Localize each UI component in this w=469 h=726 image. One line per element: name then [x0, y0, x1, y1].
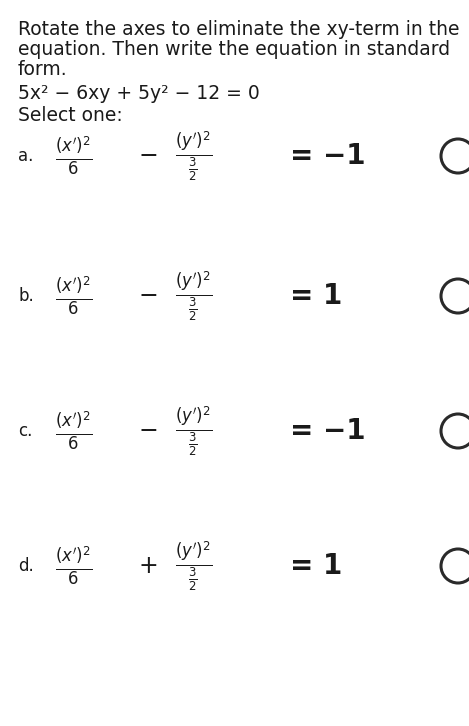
Text: −: − [138, 284, 158, 308]
Text: form.: form. [18, 60, 68, 79]
Text: $\frac{(y')^2}{\frac{3}{2}}$: $\frac{(y')^2}{\frac{3}{2}}$ [175, 269, 212, 323]
Text: c.: c. [18, 422, 32, 440]
Text: = −1: = −1 [290, 142, 365, 170]
Text: 5x² − 6xy + 5y² − 12 = 0: 5x² − 6xy + 5y² − 12 = 0 [18, 84, 260, 103]
Text: = 1: = 1 [290, 552, 342, 580]
Text: $\frac{(y')^2}{\frac{3}{2}}$: $\frac{(y')^2}{\frac{3}{2}}$ [175, 129, 212, 183]
Text: $\frac{(x')^2}{6}$: $\frac{(x')^2}{6}$ [55, 409, 92, 452]
Text: = −1: = −1 [290, 417, 365, 445]
Text: +: + [138, 554, 158, 578]
Text: Select one:: Select one: [18, 106, 123, 125]
Text: $\frac{(y')^2}{\frac{3}{2}}$: $\frac{(y')^2}{\frac{3}{2}}$ [175, 539, 212, 593]
Text: d.: d. [18, 557, 34, 575]
Text: equation. Then write the equation in standard: equation. Then write the equation in sta… [18, 40, 450, 59]
Text: = 1: = 1 [290, 282, 342, 310]
Text: $\frac{(x')^2}{6}$: $\frac{(x')^2}{6}$ [55, 134, 92, 177]
Text: Rotate the axes to eliminate the xy-term in the: Rotate the axes to eliminate the xy-term… [18, 20, 460, 39]
Text: −: − [138, 419, 158, 443]
Text: $\frac{(y')^2}{\frac{3}{2}}$: $\frac{(y')^2}{\frac{3}{2}}$ [175, 404, 212, 458]
Text: −: − [138, 144, 158, 168]
Text: $\frac{(x')^2}{6}$: $\frac{(x')^2}{6}$ [55, 274, 92, 317]
Text: a.: a. [18, 147, 33, 165]
Text: b.: b. [18, 287, 34, 305]
Text: $\frac{(x')^2}{6}$: $\frac{(x')^2}{6}$ [55, 544, 92, 587]
